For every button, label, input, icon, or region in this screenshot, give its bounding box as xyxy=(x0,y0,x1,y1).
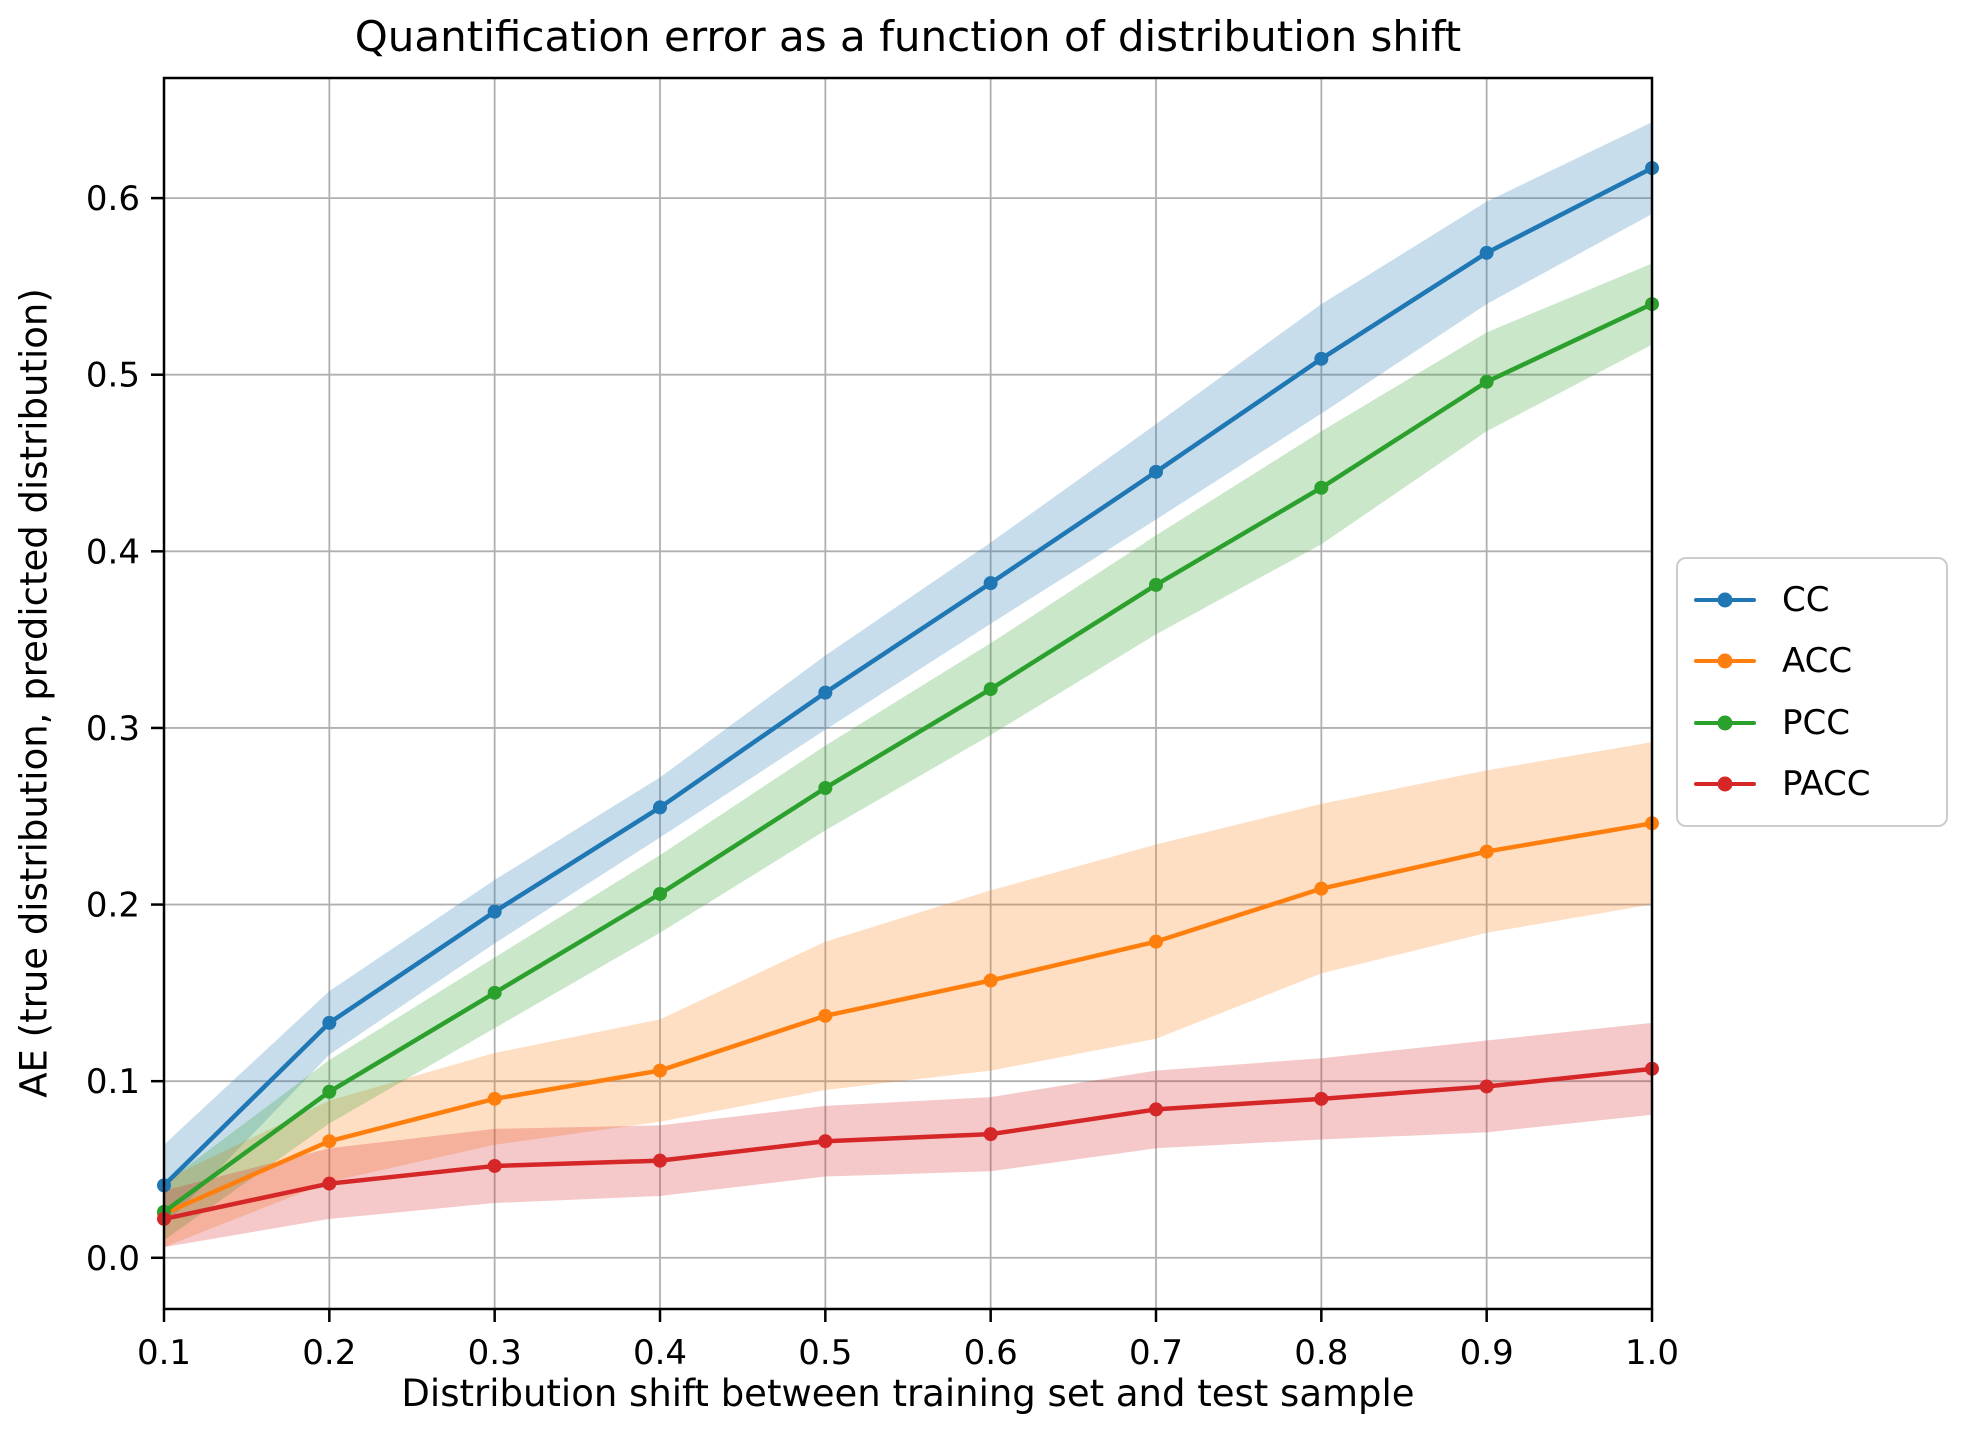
marker-acc-0.5 xyxy=(818,1008,833,1023)
legend-marker-pcc xyxy=(1717,715,1733,731)
marker-pacc-0.5 xyxy=(818,1134,833,1149)
legend: CC ACC PCC PACC xyxy=(1676,557,1948,827)
legend-marker-cc xyxy=(1717,592,1733,608)
marker-acc-0.2 xyxy=(322,1134,337,1149)
marker-acc-0.4 xyxy=(653,1063,667,1078)
legend-line-sample-cc xyxy=(1694,592,1756,608)
line-pcc xyxy=(162,302,1653,1214)
legend-item-pacc: PACC xyxy=(1694,767,1946,801)
band-pacc xyxy=(164,1022,1652,1248)
legend-line-sample-pacc xyxy=(1694,776,1756,792)
band-pcc xyxy=(164,263,1652,1241)
marker-cc-0.5 xyxy=(818,685,833,700)
marker-cc-0.2 xyxy=(322,1015,337,1030)
tick-label-y-0.6: 0.6 xyxy=(86,179,140,219)
marker-acc-0.3 xyxy=(487,1091,502,1106)
marker-pacc-0.8 xyxy=(1314,1091,1329,1106)
tick-label-x-0.8: 0.8 xyxy=(1294,1333,1348,1373)
marker-pcc-0.2 xyxy=(322,1084,337,1099)
legend-line-sample-pcc xyxy=(1694,715,1756,731)
marker-pacc-0.4 xyxy=(653,1153,667,1168)
marker-acc-0.7 xyxy=(1149,934,1163,949)
marker-pcc-0.8 xyxy=(1314,480,1329,495)
legend-label-cc: CC xyxy=(1782,579,1830,620)
marker-acc-0.6 xyxy=(983,973,998,988)
legend-label-pcc: PCC xyxy=(1782,702,1850,743)
legend-item-cc: CC xyxy=(1694,583,1946,617)
marker-pcc-0.4 xyxy=(653,886,667,901)
legend-item-pcc: PCC xyxy=(1694,706,1946,740)
plot-border xyxy=(162,76,1654,1311)
marker-cc-0.8 xyxy=(1314,351,1329,366)
line-cc xyxy=(162,166,1654,1187)
legend-line-sample-acc xyxy=(1694,653,1756,669)
marker-pacc-0.2 xyxy=(322,1176,337,1191)
marker-pcc-0.5 xyxy=(818,780,833,795)
legend-marker-acc xyxy=(1717,653,1733,669)
tick-label-y-0.3: 0.3 xyxy=(86,709,140,749)
line-acc xyxy=(163,821,1653,1216)
tick-label-x-0.1: 0.1 xyxy=(137,1333,191,1373)
tick-label-y-0.1: 0.1 xyxy=(86,1062,140,1102)
band-acc xyxy=(164,742,1652,1248)
legend-label-pacc: PACC xyxy=(1782,764,1871,805)
line-pacc xyxy=(163,1066,1653,1222)
tick-label-x-0.4: 0.4 xyxy=(633,1333,687,1373)
tick-label-y-0.4: 0.4 xyxy=(86,532,140,572)
marker-cc-0.4 xyxy=(653,800,667,815)
legend-marker-pacc xyxy=(1717,776,1733,792)
tick-label-y-0.2: 0.2 xyxy=(86,886,140,926)
tick-label-x-0.9: 0.9 xyxy=(1460,1333,1514,1373)
legend-label-acc: ACC xyxy=(1782,641,1853,682)
tick-label-x-0.7: 0.7 xyxy=(1129,1333,1183,1373)
y-axis-label: AE (true distribution, predicted distrib… xyxy=(12,288,56,1098)
marker-pcc-0.7 xyxy=(1149,577,1163,592)
tick-label-x-0.6: 0.6 xyxy=(964,1333,1018,1373)
legend-item-acc: ACC xyxy=(1694,644,1946,678)
marker-pcc-0.3 xyxy=(487,985,502,1000)
chart-title: Quantification error as a function of di… xyxy=(354,12,1462,61)
marker-cc-0.3 xyxy=(487,904,502,919)
marker-cc-0.6 xyxy=(983,576,998,591)
band-cc xyxy=(164,122,1652,1226)
tick-label-x-0.5: 0.5 xyxy=(798,1333,852,1373)
marker-acc-0.9 xyxy=(1479,844,1494,859)
marker-acc-0.8 xyxy=(1314,881,1329,896)
marker-cc-0.9 xyxy=(1479,245,1494,260)
marker-pacc-0.9 xyxy=(1479,1079,1494,1094)
tick-label-x-0.3: 0.3 xyxy=(468,1333,522,1373)
tick-label-y-0.0: 0.0 xyxy=(86,1239,140,1279)
tick-label-x-1.0: 1.0 xyxy=(1625,1333,1679,1373)
tick-label-x-0.2: 0.2 xyxy=(302,1333,356,1373)
marker-pcc-0.9 xyxy=(1479,374,1494,389)
marker-cc-0.7 xyxy=(1149,464,1163,479)
x-axis-label: Distribution shift between training set … xyxy=(401,1372,1415,1415)
marker-pacc-0.7 xyxy=(1149,1102,1163,1117)
marker-pacc-0.3 xyxy=(487,1158,502,1173)
marker-pcc-0.6 xyxy=(983,682,998,697)
marker-pacc-0.6 xyxy=(983,1127,998,1142)
tick-label-y-0.5: 0.5 xyxy=(86,356,140,396)
